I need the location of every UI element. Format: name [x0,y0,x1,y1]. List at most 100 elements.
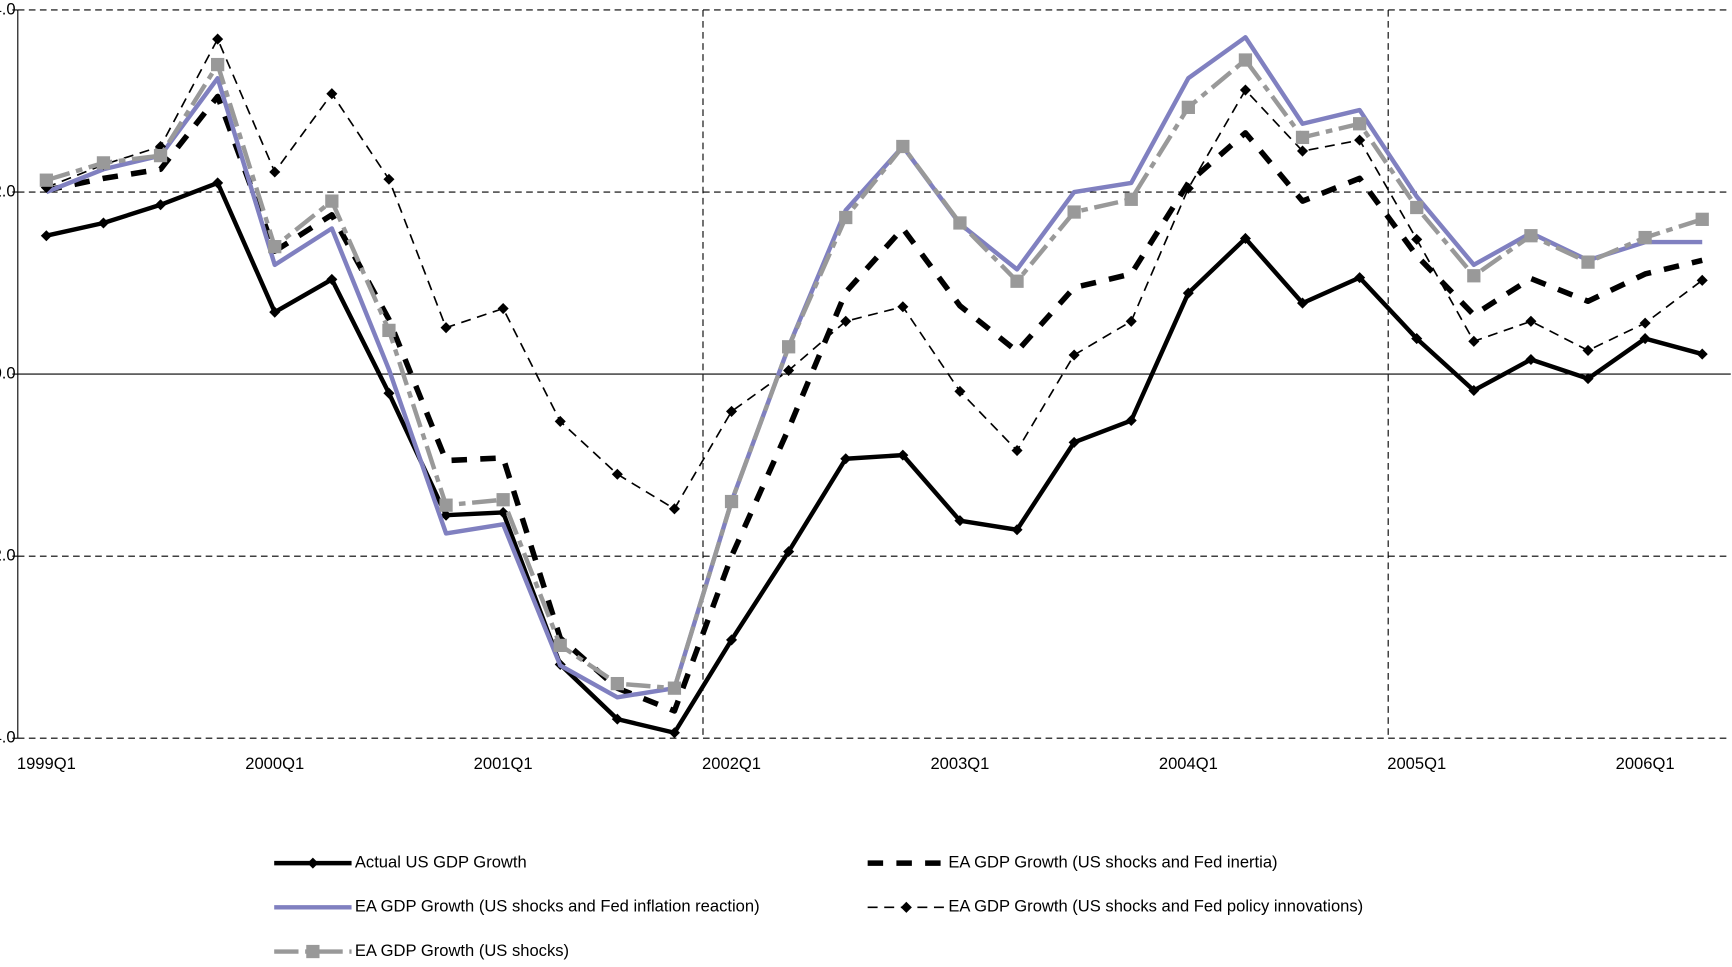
marker [1011,524,1023,536]
series [45,35,1703,700]
marker [611,468,623,480]
legend-label: EA GDP Growth (US shocks and Fed policy … [948,897,1363,916]
marker [611,713,623,725]
legend-item: EA GDP Growth (US shocks and Fed policy … [867,897,1363,916]
marker [1411,333,1423,345]
marker [1525,315,1537,327]
series-line [45,35,1703,700]
marker [667,681,682,695]
marker [268,240,282,254]
series-line [45,93,1703,714]
marker [1581,255,1595,269]
marker [153,148,168,163]
marker [211,57,225,72]
marker [1354,134,1366,146]
marker [1067,205,1081,219]
marker [1696,348,1708,360]
legend-label: EA GDP Growth (US shocks and Fed inflati… [355,897,760,916]
legend-item: EA GDP Growth (US shocks) [274,941,569,960]
marker [1467,269,1481,283]
series-line [45,57,1703,691]
marker [897,449,909,461]
x-tick-label: 2004Q1 [1159,754,1218,773]
marker [900,901,912,913]
marker [1125,315,1137,327]
x-tick-label: 2003Q1 [930,754,989,773]
marker [1181,100,1195,114]
series [45,93,1703,714]
marker [1239,232,1251,244]
marker [326,273,338,285]
y-tick-label: 4.0 [0,0,16,18]
marker [1238,53,1253,67]
x-tick-label: 2000Q1 [245,754,304,773]
legend-label: EA GDP Growth (US shocks) [355,941,569,960]
marker [1695,212,1709,226]
marker [1468,335,1480,347]
marker [1582,373,1594,385]
marker [610,676,624,691]
y-tick-label: 0.0 [0,363,16,382]
marker [954,515,966,527]
marker [554,415,566,427]
y-tick-label: -4.0 [0,728,16,747]
y-tick-label: 2.0 [0,181,16,200]
marker [840,453,852,465]
marker [1124,192,1138,206]
series-line [46,38,1703,510]
marker [1638,230,1652,245]
marker [39,173,53,187]
x-tick-label: 2002Q1 [702,754,761,773]
marker [1125,414,1137,427]
marker [839,210,853,225]
marker [40,230,52,242]
marker [497,506,509,518]
marker [325,194,339,208]
marker [382,323,396,338]
marker [326,88,338,100]
marker [439,498,453,512]
marker [1182,287,1194,299]
legend-label: EA GDP Growth (US shocks and Fed inertia… [948,852,1277,871]
marker [954,385,966,397]
marker [1297,145,1309,157]
marker [497,303,509,315]
legend-item: EA GDP Growth (US shocks and Fed inflati… [274,897,760,916]
marker [1468,384,1480,397]
marker [553,638,567,653]
marker [668,727,680,739]
x-tick-label: 2006Q1 [1616,754,1675,773]
marker [783,364,795,376]
marker [1295,130,1310,145]
x-tick-label: 2001Q1 [474,754,533,773]
legend-label: Actual US GDP Growth [355,852,527,871]
marker [1524,229,1538,243]
series [39,53,1709,695]
marker [155,199,167,211]
x-tick-label: 1999Q1 [17,754,76,773]
marker [840,315,852,327]
marker [782,340,796,354]
marker [306,944,320,959]
marker [726,405,738,417]
marker [783,546,795,558]
marker [953,216,967,230]
marker [1410,200,1424,215]
series-line [45,180,1703,735]
marker [1010,274,1024,288]
marker [1297,297,1309,309]
legend-item: Actual US GDP Growth [274,852,527,871]
marker [307,857,319,869]
marker [1182,182,1194,194]
legend-item: EA GDP Growth (US shocks and Fed inertia… [867,852,1278,871]
marker [668,503,680,515]
marker [496,493,510,507]
marker [1352,117,1367,131]
y-tick-label: -2.0 [0,546,16,565]
marker [896,139,910,154]
marker [96,156,111,170]
x-tick-label: 2005Q1 [1387,754,1446,773]
